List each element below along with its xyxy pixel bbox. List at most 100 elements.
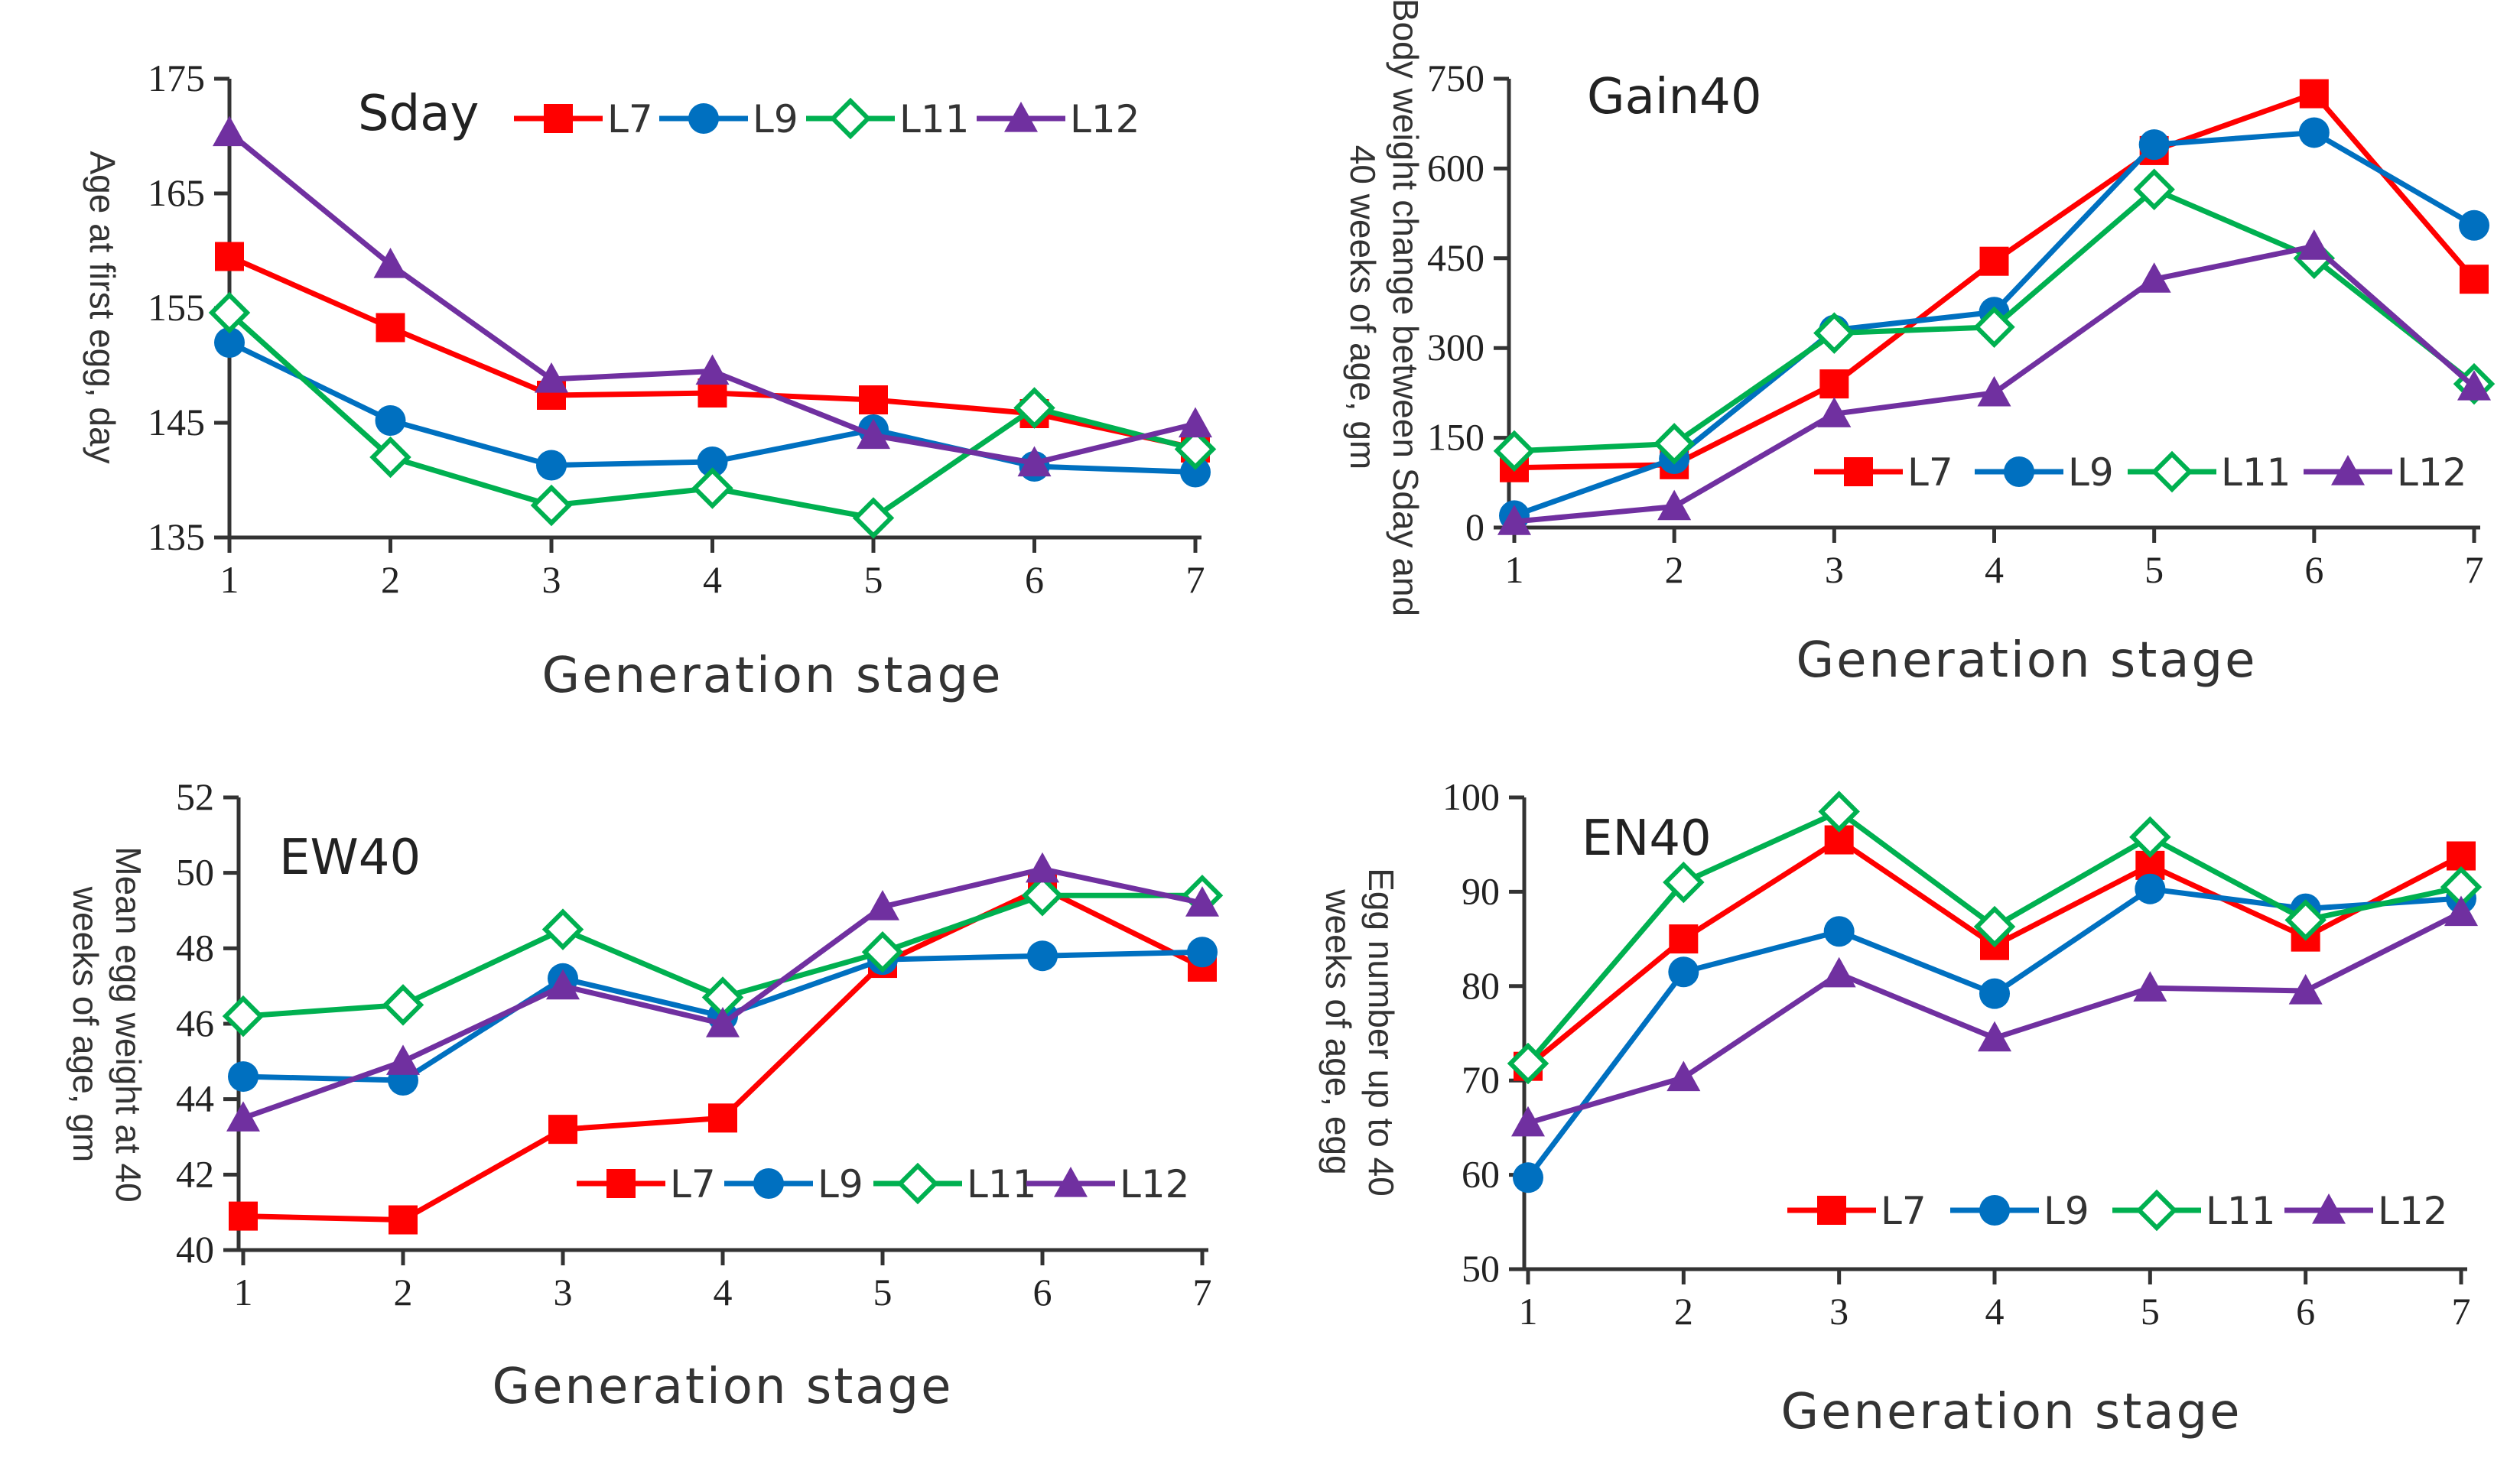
x-tick-label: 7	[2452, 1290, 2471, 1333]
y-tick-label: 600	[1427, 146, 1484, 189]
data-point-l12	[2444, 895, 2478, 927]
y-tick-label: 175	[148, 57, 205, 99]
legend-label-l11: L11	[2221, 450, 2291, 495]
legend-marker-l9	[688, 103, 719, 134]
chart-title: EW40	[279, 830, 421, 886]
x-tick-label: 3	[1829, 1290, 1849, 1333]
data-point-l7	[1819, 369, 1849, 399]
data-point-l11	[1973, 306, 2015, 349]
legend-label-l9: L9	[753, 97, 798, 141]
series-l11	[1507, 791, 2483, 1085]
x-tick-label: 2	[381, 558, 400, 601]
y-tick-label: 48	[176, 926, 214, 969]
y-tick-label: 145	[148, 401, 205, 443]
x-tick-label: 3	[542, 558, 561, 601]
legend-label-l7: L7	[607, 97, 653, 141]
legend-marker-l11	[829, 97, 872, 140]
data-point-l9	[2459, 209, 2489, 241]
x-tick-label: 1	[1505, 548, 1524, 591]
legend-marker-l7	[544, 104, 573, 133]
y-axis-title-line: Mean egg weight at 40	[109, 846, 148, 1202]
legend-marker-l12	[2331, 455, 2365, 485]
legend-label-l9: L9	[2044, 1189, 2089, 1233]
data-point-l9	[228, 1061, 259, 1093]
data-point-l7	[1669, 924, 1699, 954]
y-tick-label: 40	[176, 1228, 214, 1271]
y-axis-title-line: Body weight change between Sday and	[1386, 0, 1426, 616]
legend-marker-l9	[753, 1168, 784, 1199]
data-point-l9	[536, 450, 567, 481]
data-point-l7	[2447, 841, 2476, 871]
data-point-l12	[1817, 397, 1852, 427]
y-axis-title-line: weeks of age, gm	[66, 886, 106, 1163]
series-line-l7	[242, 885, 1204, 1223]
y-tick-label: 750	[1427, 57, 1484, 99]
data-point-l12	[1666, 1060, 1701, 1092]
x-tick-label: 4	[1985, 548, 2004, 591]
data-point-l11	[382, 984, 424, 1026]
legend-marker-l12	[1004, 102, 1038, 132]
data-point-l11	[1013, 387, 1055, 429]
data-point-l7	[2299, 79, 2329, 109]
series-l12	[226, 852, 1219, 1132]
data-point-l12	[386, 1044, 420, 1075]
x-tick-label: 6	[1033, 1271, 1052, 1313]
data-point-l9	[1187, 937, 1218, 968]
y-tick-label: 100	[1442, 775, 1500, 818]
data-point-l7	[859, 385, 888, 414]
x-tick-label: 5	[864, 558, 883, 601]
x-tick-label: 5	[2144, 548, 2164, 591]
legend-label-l12: L12	[2397, 450, 2466, 495]
data-point-l7	[229, 1201, 258, 1231]
x-tick-label: 1	[220, 558, 239, 601]
x-tick-label: 5	[2141, 1290, 2160, 1333]
series-l7	[215, 242, 1210, 463]
legend-label-l9: L9	[2068, 450, 2114, 495]
x-axis-title: Generation stage	[541, 648, 1003, 704]
data-point-l11	[1021, 875, 1064, 917]
y-axis-title-line: Egg number up to 40	[1361, 868, 1401, 1197]
data-point-l11	[852, 497, 895, 539]
chart-panel-sday: 135 145 155 165 175 1 2 3 4 5 6 7 Sday Generation sta…	[83, 57, 1217, 704]
data-point-l12	[373, 248, 408, 278]
series-l11	[1493, 168, 2496, 472]
legend-marker-l11	[896, 1162, 939, 1205]
data-point-l11	[530, 484, 573, 527]
legend-label-l9: L9	[818, 1162, 863, 1206]
data-point-l12	[1026, 852, 1059, 883]
legend-label-l12: L12	[1120, 1162, 1189, 1206]
series-l12	[1511, 895, 2478, 1137]
series-line-l7	[1514, 91, 2476, 471]
data-point-l12	[2137, 262, 2171, 293]
data-point-l12	[1977, 375, 2011, 407]
data-point-l7	[215, 242, 244, 271]
x-tick-label: 4	[703, 558, 722, 601]
y-axis-title-line: weeks of age, egg	[1319, 888, 1358, 1174]
chart-title: EN40	[1582, 810, 1712, 867]
data-point-l7	[389, 1205, 418, 1235]
data-point-l12	[226, 1101, 260, 1132]
legend-label-l11: L11	[967, 1162, 1036, 1206]
x-tick-label: 4	[714, 1271, 733, 1313]
x-tick-label: 4	[1985, 1290, 2005, 1333]
data-point-l12	[706, 1007, 740, 1037]
x-tick-label: 2	[1674, 1290, 1693, 1333]
data-point-l12	[1497, 505, 1531, 535]
x-tick-label: 1	[1519, 1290, 1538, 1333]
legend-marker-l9	[1979, 1195, 2010, 1226]
y-tick-label: 60	[1462, 1153, 1500, 1196]
y-tick-label: 150	[1427, 416, 1484, 459]
data-point-l9	[2138, 129, 2170, 161]
data-point-l9	[1513, 1162, 1543, 1193]
y-tick-label: 0	[1465, 505, 1484, 548]
chart-title: Gain40	[1587, 69, 1762, 125]
y-tick-label: 44	[176, 1077, 214, 1120]
data-point-l9	[2298, 117, 2330, 148]
series-l12	[213, 115, 1212, 477]
legend-label-l11: L11	[899, 97, 969, 141]
data-point-l9	[1979, 978, 2010, 1009]
data-point-l12	[695, 354, 730, 385]
x-tick-label: 1	[234, 1271, 253, 1313]
data-point-l11	[2129, 816, 2171, 859]
